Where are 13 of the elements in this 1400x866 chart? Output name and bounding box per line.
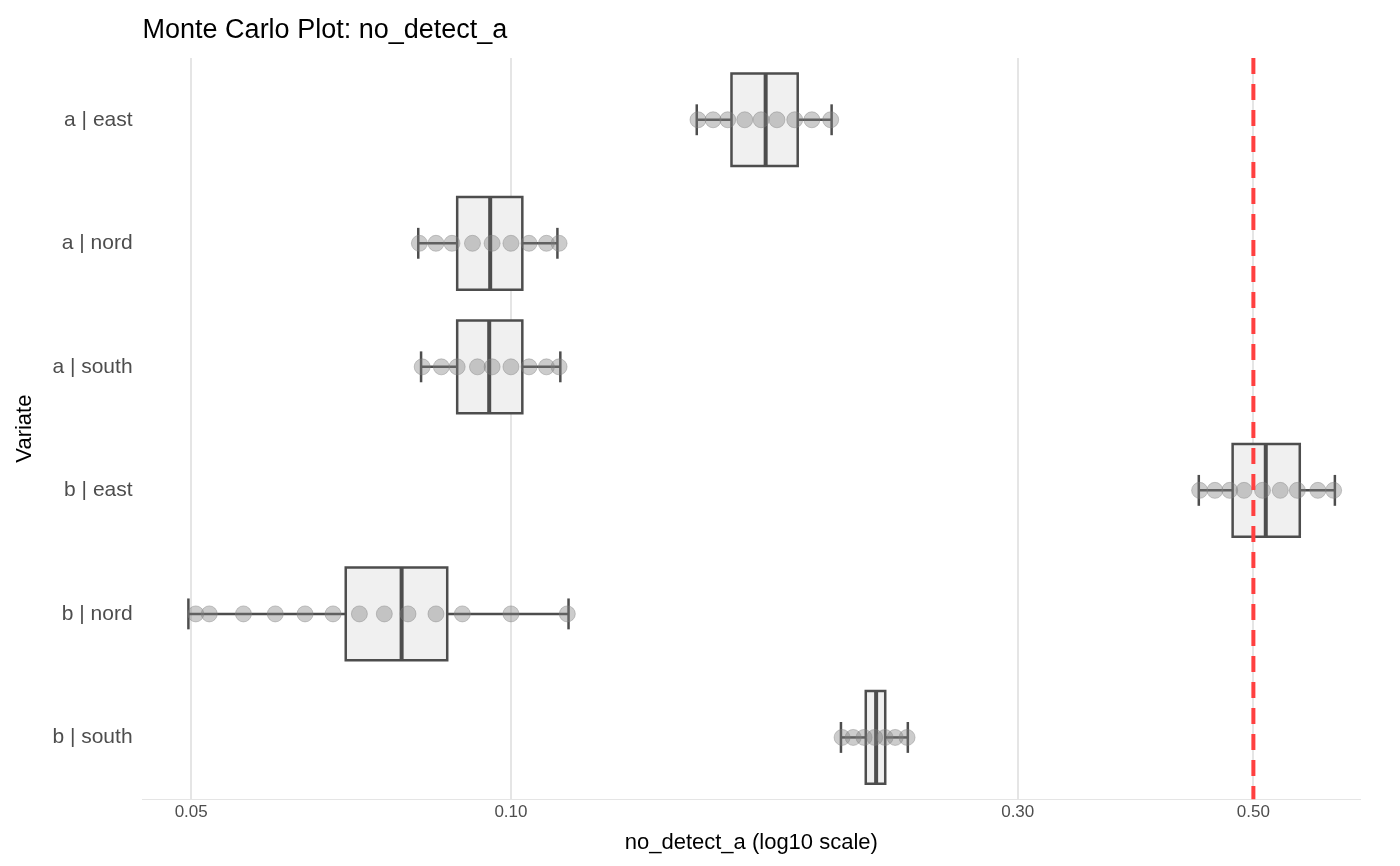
y-tick-label: b | south <box>52 724 133 748</box>
x-tick-label: 0.05 <box>174 802 208 822</box>
y-tick-label: b | east <box>64 477 133 501</box>
x-tick-label: 0.50 <box>1236 802 1270 822</box>
y-tick-label: a | east <box>64 106 133 130</box>
y-tick-label: a | south <box>52 353 133 377</box>
y-tick-label: b | nord <box>61 600 133 624</box>
y-axis-title: Variate <box>11 394 37 463</box>
x-tick-label: 0.30 <box>1001 802 1035 822</box>
x-axis-title: no_detect_a (log10 scale) <box>624 828 878 854</box>
chart-title: Monte Carlo Plot: no_detect_a <box>142 14 509 44</box>
x-tick-label: 0.10 <box>494 802 528 822</box>
y-tick-label: a | nord <box>61 230 133 254</box>
